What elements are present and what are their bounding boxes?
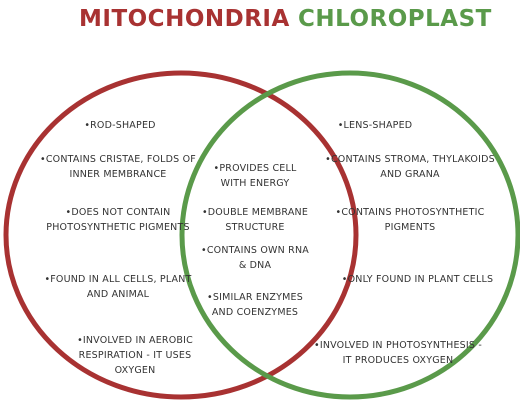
mitochondria-item: •ROD-SHAPED — [84, 120, 156, 131]
shared-item: •DOUBLE MEMBRANE STRUCTURE — [201, 207, 309, 233]
mitochondria-item: •FOUND IN ALL CELLS, PLANT AND ANIMAL — [44, 274, 192, 300]
mitochondria-item: •INVOLVED IN AEROBIC RESPIRATION - IT USE… — [77, 335, 193, 376]
mitochondria-item: •CONTAINS CRISTAE, FOLDS OF INNER MEMBRAN… — [40, 154, 196, 180]
chloroplast-item: •CONTAINS PHOTOSYNTHETIC PIGMENTS — [335, 207, 485, 233]
shared-item: •PROVIDES CELL WITH ENERGY — [213, 163, 297, 189]
shared-item: •CONTAINS OWN RNA & DNA — [201, 245, 309, 271]
chloroplast-title: CHLOROPLAST — [298, 6, 492, 32]
shared-item: •SIMILAR ENZYMES AND COENZYMES — [207, 292, 303, 318]
chloroplast-item: •ONLY FOUND IN PLANT CELLS — [341, 274, 494, 285]
chloroplast-item: •CONTAINS STROMA, THYLAKOIDS AND GRANA — [325, 154, 495, 180]
chloroplast-item: •INVOLVED IN PHOTOSYNTHESIS - IT PRODUCES… — [314, 340, 482, 366]
mitochondria-title: MITOCHONDRIA — [79, 6, 290, 32]
mitochondria-circle — [3, 70, 359, 400]
chloroplast-circle — [179, 70, 520, 400]
mitochondria-item: •DOES NOT CONTAIN PHOTOSYNTHETIC PIGMENTS — [46, 207, 190, 233]
chloroplast-item: •LENS-SHAPED — [337, 120, 413, 131]
